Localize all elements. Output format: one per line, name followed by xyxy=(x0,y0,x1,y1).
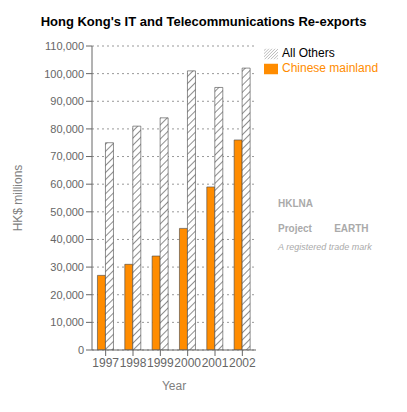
svg-text:0: 0 xyxy=(78,344,84,356)
svg-text:10,000: 10,000 xyxy=(50,316,84,328)
svg-text:100,000: 100,000 xyxy=(44,68,84,80)
svg-text:20,000: 20,000 xyxy=(50,289,84,301)
svg-text:70,000: 70,000 xyxy=(50,150,84,162)
html-text:HKLNA: HKLNA xyxy=(278,198,313,209)
svg-text:110,000: 110,000 xyxy=(45,40,84,52)
html-text:Project EARTH: Project EARTH xyxy=(278,223,369,234)
svg-text:60,000: 60,000 xyxy=(50,178,84,190)
svg-text:2002: 2002 xyxy=(229,356,256,370)
svg-text:90,000: 90,000 xyxy=(50,95,84,107)
svg-text:2000: 2000 xyxy=(174,356,201,370)
html-text:All Others: All Others xyxy=(282,46,335,60)
svg-text:80,000: 80,000 xyxy=(50,123,84,135)
html-text:Hong Kong's IT and Telecommuni: Hong Kong's IT and Telecommunications Re… xyxy=(40,14,367,29)
html-text:Chinese mainland: Chinese mainland xyxy=(282,60,379,75)
svg-text:2001: 2001 xyxy=(202,356,229,370)
svg-text:Year: Year xyxy=(162,379,186,393)
svg-text:30,000: 30,000 xyxy=(50,261,84,273)
svg-text:1997: 1997 xyxy=(92,356,119,370)
svg-text:1998: 1998 xyxy=(120,356,147,370)
svg-text:40,000: 40,000 xyxy=(50,233,84,245)
html-text:A registered trade mark: A registered trade mark xyxy=(278,242,372,252)
svg-text:HK$ millions: HK$ millions xyxy=(11,165,25,232)
svg-text:1999: 1999 xyxy=(147,356,174,370)
svg-text:50,000: 50,000 xyxy=(50,206,84,218)
